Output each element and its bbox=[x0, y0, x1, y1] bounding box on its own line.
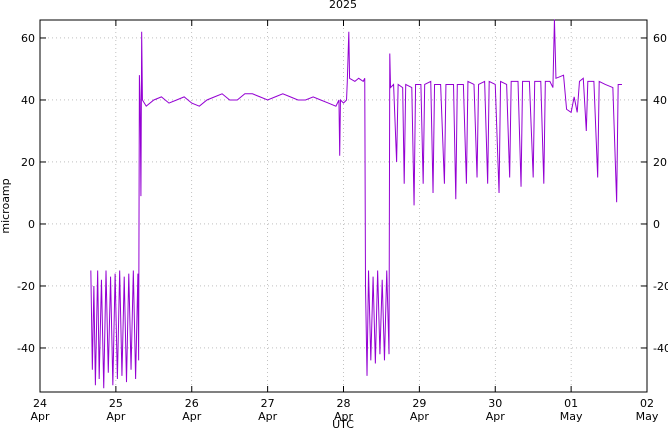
y-tick-label: 0 bbox=[28, 218, 35, 231]
x-tick-label: 25 Apr bbox=[106, 397, 126, 423]
x-tick-label: 24 Apr bbox=[30, 397, 50, 423]
y2-tick-label: 40 bbox=[653, 94, 667, 107]
y-tick-label: -40 bbox=[17, 342, 35, 355]
y-tick-label: 40 bbox=[21, 94, 35, 107]
x-tick-label: 02 May bbox=[636, 397, 659, 423]
x-tick-label: 30 Apr bbox=[486, 397, 506, 423]
y-tick-label: -20 bbox=[17, 280, 35, 293]
y-tick-label: 20 bbox=[21, 156, 35, 169]
y2-tick-label: 20 bbox=[653, 156, 667, 169]
y2-tick-label: 0 bbox=[653, 218, 660, 231]
y2-tick-label: -20 bbox=[653, 280, 668, 293]
x-axis-label: UTC bbox=[332, 418, 354, 431]
data-line bbox=[90, 19, 622, 389]
x-tick-label: 01 May bbox=[560, 397, 583, 423]
x-tick-label: 26 Apr bbox=[182, 397, 202, 423]
x-tick-label: 28 Apr bbox=[334, 397, 354, 423]
plot-border bbox=[39, 19, 648, 393]
y-axis-label: microamp bbox=[0, 178, 12, 233]
x-tick-label: 29 Apr bbox=[410, 397, 430, 423]
y-tick-label: 60 bbox=[21, 32, 35, 45]
y2-tick-label: -40 bbox=[653, 342, 668, 355]
y2-tick-label: 60 bbox=[653, 32, 667, 45]
chart-title: 2025 bbox=[329, 0, 357, 11]
x-tick-label: 27 Apr bbox=[258, 397, 278, 423]
